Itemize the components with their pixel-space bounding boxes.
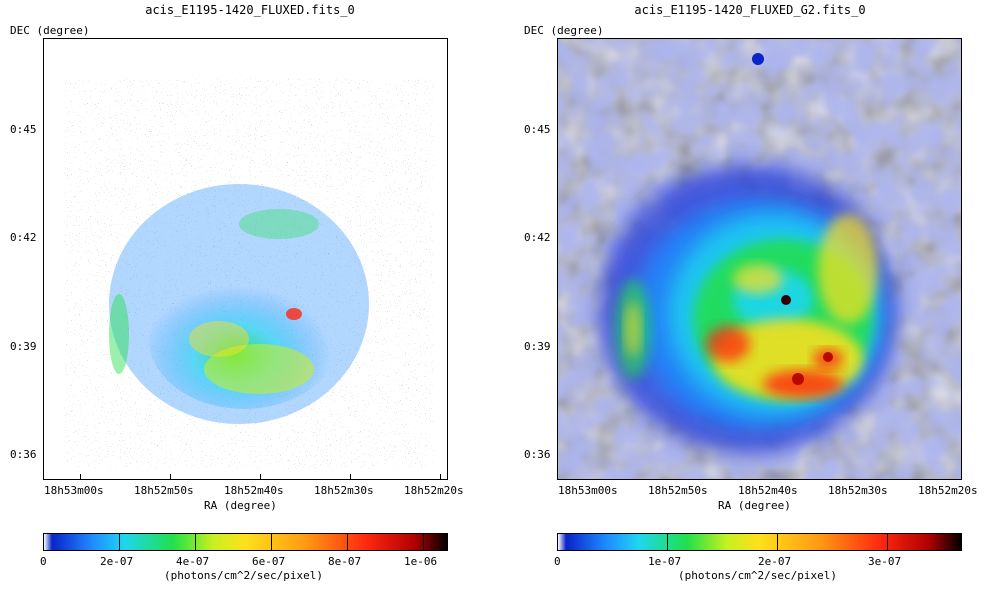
- colorbar-label: 2e-07: [758, 555, 792, 568]
- fluxed-image: [44, 39, 447, 479]
- x-tick-label: 18h52m40s: [224, 484, 284, 497]
- colorbar-label: 0: [40, 555, 47, 568]
- colorbar-tick: [195, 533, 196, 551]
- colorbar-units: (photons/cm^2/sec/pixel): [678, 569, 837, 582]
- x-tick-label: 18h52m40s: [738, 484, 798, 497]
- x-tick-label: 18h53m00s: [558, 484, 618, 497]
- x-tick-label: 18h52m30s: [314, 484, 374, 497]
- colorbar-units: (photons/cm^2/sec/pixel): [164, 569, 323, 582]
- colorbar-tick: [271, 533, 272, 551]
- y-tick-label: 0:36: [10, 448, 37, 461]
- colorbar-label: 3e-07: [868, 555, 902, 568]
- x-tick-label: 18h52m30s: [828, 484, 888, 497]
- x-tick-label: 18h52m50s: [648, 484, 708, 497]
- dec-axis-label: DEC (degree): [10, 24, 90, 37]
- y-tick-label: 0:39: [10, 340, 37, 353]
- ra-axis-label: RA (degree): [204, 499, 277, 512]
- panel-title: acis_E1195-1420_FLUXED.fits_0: [145, 3, 355, 17]
- colorbar-tick: [423, 533, 424, 551]
- x-tick-mark: [260, 474, 261, 480]
- x-tick-label: 18h53m00s: [44, 484, 104, 497]
- y-tick-label: 0:45: [10, 123, 37, 136]
- image-frame[interactable]: [43, 38, 448, 480]
- x-tick-label: 18h52m50s: [134, 484, 194, 497]
- y-tick-label: 0:36: [524, 448, 551, 461]
- colorbar-label: 2e-07: [100, 555, 134, 568]
- x-tick-label: 18h52m20s: [918, 484, 978, 497]
- colorbar-tick: [667, 533, 668, 551]
- colorbar-label: 6e-07: [252, 555, 286, 568]
- colorbar-label: 1e-06: [404, 555, 438, 568]
- colorbar-label: 0: [554, 555, 561, 568]
- ra-axis-label: RA (degree): [718, 499, 791, 512]
- colorbar-tick: [887, 533, 888, 551]
- x-tick-mark: [350, 474, 351, 480]
- y-tick-label: 0:42: [524, 231, 551, 244]
- colorbar-tick: [777, 533, 778, 551]
- left-panel: acis_E1195-1420_FLUXED.fits_0 DEC (degre…: [10, 3, 464, 582]
- colorbar: [43, 533, 448, 551]
- colorbar-label: 4e-07: [176, 555, 210, 568]
- x-tick-mark: [440, 474, 441, 480]
- colorbar-label: 1e-07: [648, 555, 682, 568]
- colorbar-label: 8e-07: [328, 555, 362, 568]
- x-tick-mark: [170, 474, 171, 480]
- image-frame[interactable]: [557, 38, 962, 480]
- colorbar-tick: [119, 533, 120, 551]
- x-tick-mark: [80, 474, 81, 480]
- smoothed-image: [558, 39, 961, 479]
- panel-title: acis_E1195-1420_FLUXED_G2.fits_0: [634, 3, 866, 17]
- dec-axis-label: DEC (degree): [524, 24, 604, 37]
- y-tick-label: 0:39: [524, 340, 551, 353]
- x-tick-label: 18h52m20s: [404, 484, 464, 497]
- y-tick-label: 0:45: [524, 123, 551, 136]
- right-panel: acis_E1195-1420_FLUXED_G2.fits_0 DEC (de…: [500, 0, 1000, 607]
- colorbar-tick: [347, 533, 348, 551]
- y-tick-label: 0:42: [10, 231, 37, 244]
- colorbar: [557, 533, 962, 551]
